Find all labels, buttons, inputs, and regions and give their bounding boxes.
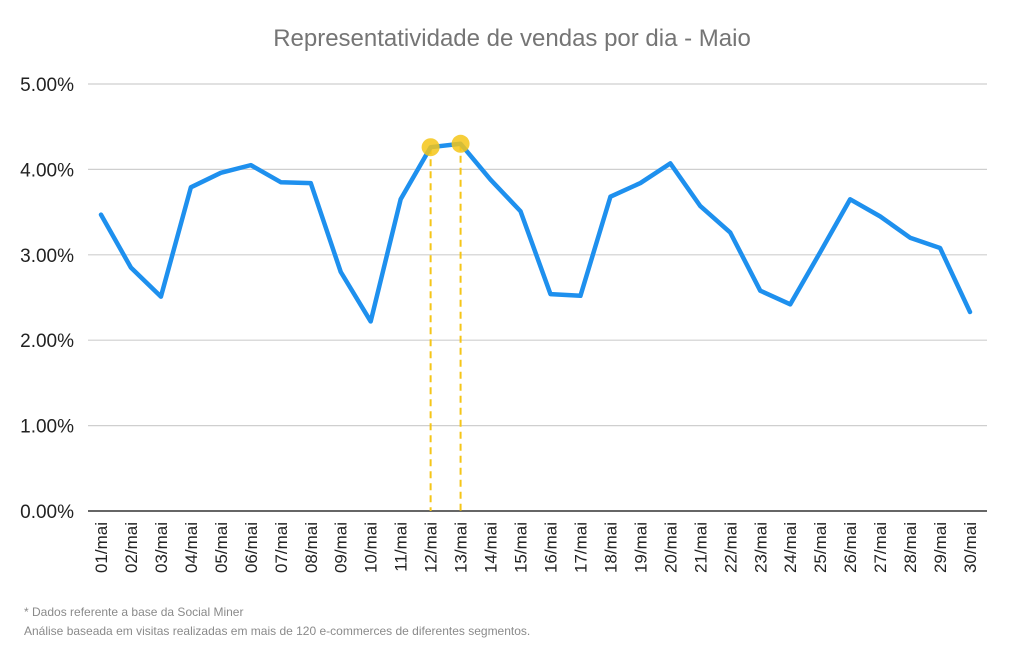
x-tick-label: 11/mai — [392, 522, 411, 572]
x-tick-label: 24/mai — [781, 522, 800, 573]
x-tick-label: 13/mai — [452, 522, 471, 573]
gridlines — [88, 83, 987, 512]
x-tick-label: 16/mai — [541, 522, 560, 573]
x-tick-label: 30/mai — [961, 522, 980, 573]
x-tick-label: 26/mai — [841, 522, 860, 573]
x-tick-label: 20/mai — [661, 522, 680, 573]
series-line — [98, 134, 973, 511]
x-tick-label: 04/mai — [182, 522, 201, 573]
y-tick-label: 5.00% — [20, 75, 74, 96]
x-tick-label: 12/mai — [422, 522, 441, 573]
x-tick-label: 08/mai — [302, 522, 321, 573]
x-tick-label: 21/mai — [691, 522, 710, 573]
x-tick-label: 01/mai — [92, 522, 111, 573]
x-tick-label: 07/mai — [272, 522, 291, 573]
x-tick-label: 17/mai — [571, 522, 590, 573]
x-tick-label: 15/mai — [512, 522, 531, 573]
y-tick-label: 2.00% — [20, 331, 74, 352]
x-tick-label: 05/mai — [212, 522, 231, 573]
y-axis: 0.00% 1.00% 2.00% 3.00% 4.00% 5.00% — [20, 75, 74, 523]
x-tick-label: 22/mai — [721, 522, 740, 573]
x-tick-label: 27/mai — [871, 522, 890, 573]
x-tick-label: 18/mai — [601, 522, 620, 573]
y-tick-label: 1.00% — [20, 417, 74, 438]
y-tick-label: 0.00% — [20, 502, 74, 523]
x-tick-label: 19/mai — [631, 522, 650, 573]
x-tick-label: 28/mai — [901, 522, 920, 573]
x-tick-label: 02/mai — [122, 522, 141, 573]
y-tick-label: 3.00% — [20, 246, 74, 267]
x-tick-label: 29/mai — [931, 522, 950, 573]
x-tick-label: 10/mai — [362, 522, 381, 573]
y-tick-label: 4.00% — [20, 160, 74, 181]
footnote-line-1: * Dados referente a base da Social Miner — [24, 605, 243, 619]
highlight-marker — [421, 138, 440, 157]
x-tick-label: 23/mai — [751, 522, 770, 573]
x-tick-label: 06/mai — [242, 522, 261, 573]
x-tick-label: 14/mai — [482, 522, 501, 573]
x-axis: 01/mai 02/mai 03/mai 04/mai 05/mai 06/mai 07/m… — [92, 522, 980, 573]
chart-title: Representatividade de vendas por dia - M… — [273, 25, 751, 52]
series-path — [98, 141, 973, 324]
x-tick-label: 03/mai — [152, 522, 171, 573]
footnote-line-2: Análise baseada em visitas realizadas em… — [24, 624, 530, 638]
x-tick-label: 25/mai — [811, 522, 830, 573]
highlight-marker — [451, 134, 470, 153]
x-tick-label: 09/mai — [332, 522, 351, 573]
